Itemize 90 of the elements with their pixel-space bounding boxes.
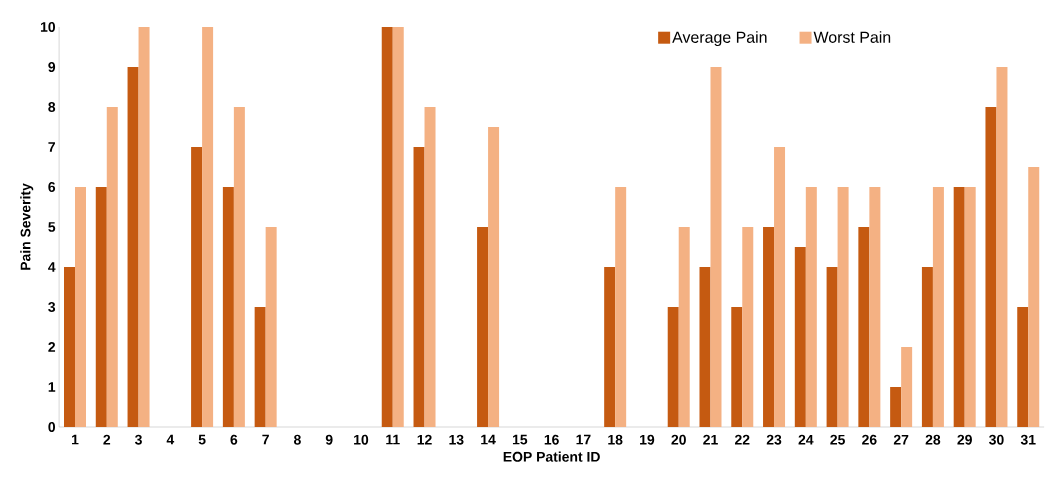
- x-tick-label: 20: [671, 434, 686, 445]
- bar: [138, 26, 150, 427]
- bar: [901, 347, 913, 427]
- bar: [826, 267, 838, 427]
- x-tick-label: 17: [576, 434, 591, 445]
- bar: [805, 187, 817, 427]
- x-tick-label: 18: [608, 434, 623, 445]
- x-tick-label: 9: [325, 434, 333, 445]
- bar: [869, 187, 881, 427]
- y-tick-label: 0: [48, 422, 56, 432]
- bar: [953, 187, 965, 427]
- bar: [95, 187, 107, 427]
- bar: [774, 147, 786, 427]
- x-tick-label: 13: [449, 434, 464, 445]
- x-tick-label: 1: [72, 434, 79, 445]
- bar: [731, 307, 743, 427]
- x-tick-label: 14: [481, 434, 496, 445]
- bar: [667, 307, 679, 427]
- x-tick-label: 31: [1020, 434, 1036, 445]
- x-tick-label: 3: [134, 434, 142, 445]
- y-axis-title: Pain Severity: [20, 183, 34, 270]
- bar: [233, 107, 245, 427]
- bar: [699, 267, 711, 427]
- x-tick-label: 11: [386, 434, 400, 445]
- bar: [477, 227, 489, 427]
- bar: [392, 26, 404, 427]
- x-tick-label: 29: [957, 434, 972, 445]
- x-tick-label: 28: [925, 434, 941, 445]
- bar: [996, 67, 1008, 427]
- y-tick-label: 4: [48, 262, 56, 272]
- x-tick-label: 22: [734, 434, 750, 445]
- bar: [381, 26, 393, 427]
- bar: [1028, 167, 1040, 427]
- y-tick-label: 10: [40, 22, 56, 32]
- bar: [222, 187, 234, 427]
- y-tick-label: 7: [48, 142, 55, 152]
- bar: [64, 267, 75, 427]
- x-tick-label: 6: [230, 434, 238, 445]
- x-tick-label: 8: [293, 434, 301, 445]
- y-tick-label: 8: [48, 102, 56, 112]
- bar: [890, 387, 902, 427]
- y-tick-label: 6: [48, 182, 56, 192]
- bar: [763, 227, 775, 427]
- bar: [424, 107, 436, 427]
- bar: [604, 267, 616, 427]
- bar: [413, 147, 425, 427]
- bar: [75, 187, 86, 427]
- y-tick-label: 5: [48, 222, 56, 232]
- bar: [932, 187, 944, 427]
- x-tick-label: 16: [544, 434, 559, 445]
- x-tick-label: 10: [354, 434, 369, 445]
- bar: [488, 127, 500, 427]
- legend-label: Average Pain: [672, 31, 767, 47]
- bar: [106, 107, 118, 427]
- x-tick-label: 26: [862, 434, 877, 445]
- bar: [837, 187, 849, 427]
- bar: [254, 307, 266, 427]
- bar: [191, 147, 203, 427]
- bar: [710, 67, 722, 427]
- y-tick-label: 3: [48, 302, 56, 312]
- bar: [794, 247, 806, 427]
- bar: [127, 67, 139, 427]
- y-tick-label: 9: [48, 62, 56, 72]
- x-tick-label: 30: [989, 434, 1004, 445]
- x-tick-label: 27: [893, 434, 909, 445]
- bar: [678, 227, 690, 427]
- bar: [985, 107, 997, 427]
- y-tick-label: 2: [48, 342, 56, 352]
- bar: [202, 26, 214, 427]
- x-tick-label: 15: [512, 434, 528, 445]
- bar: [1017, 307, 1029, 427]
- x-axis-title: EOP Patient ID: [503, 451, 600, 462]
- x-tick-label: 19: [640, 434, 655, 445]
- x-tick-label: 2: [103, 434, 111, 445]
- x-tick-label: 24: [798, 434, 814, 445]
- bar: [615, 187, 627, 427]
- x-tick-label: 23: [766, 434, 782, 445]
- x-tick-label: 7: [262, 434, 269, 445]
- x-tick-label: 4: [166, 434, 175, 445]
- bar: [858, 227, 870, 427]
- x-tick-label: 5: [198, 434, 206, 445]
- bar: [964, 187, 976, 427]
- legend-label: Worst Pain: [813, 31, 891, 43]
- y-tick-label: 1: [48, 382, 56, 392]
- bar: [921, 267, 933, 427]
- x-tick-label: 12: [417, 434, 432, 445]
- bar: [742, 227, 754, 427]
- bar: [265, 227, 277, 427]
- x-tick-label: 25: [830, 434, 845, 445]
- x-tick-label: 21: [703, 434, 718, 445]
